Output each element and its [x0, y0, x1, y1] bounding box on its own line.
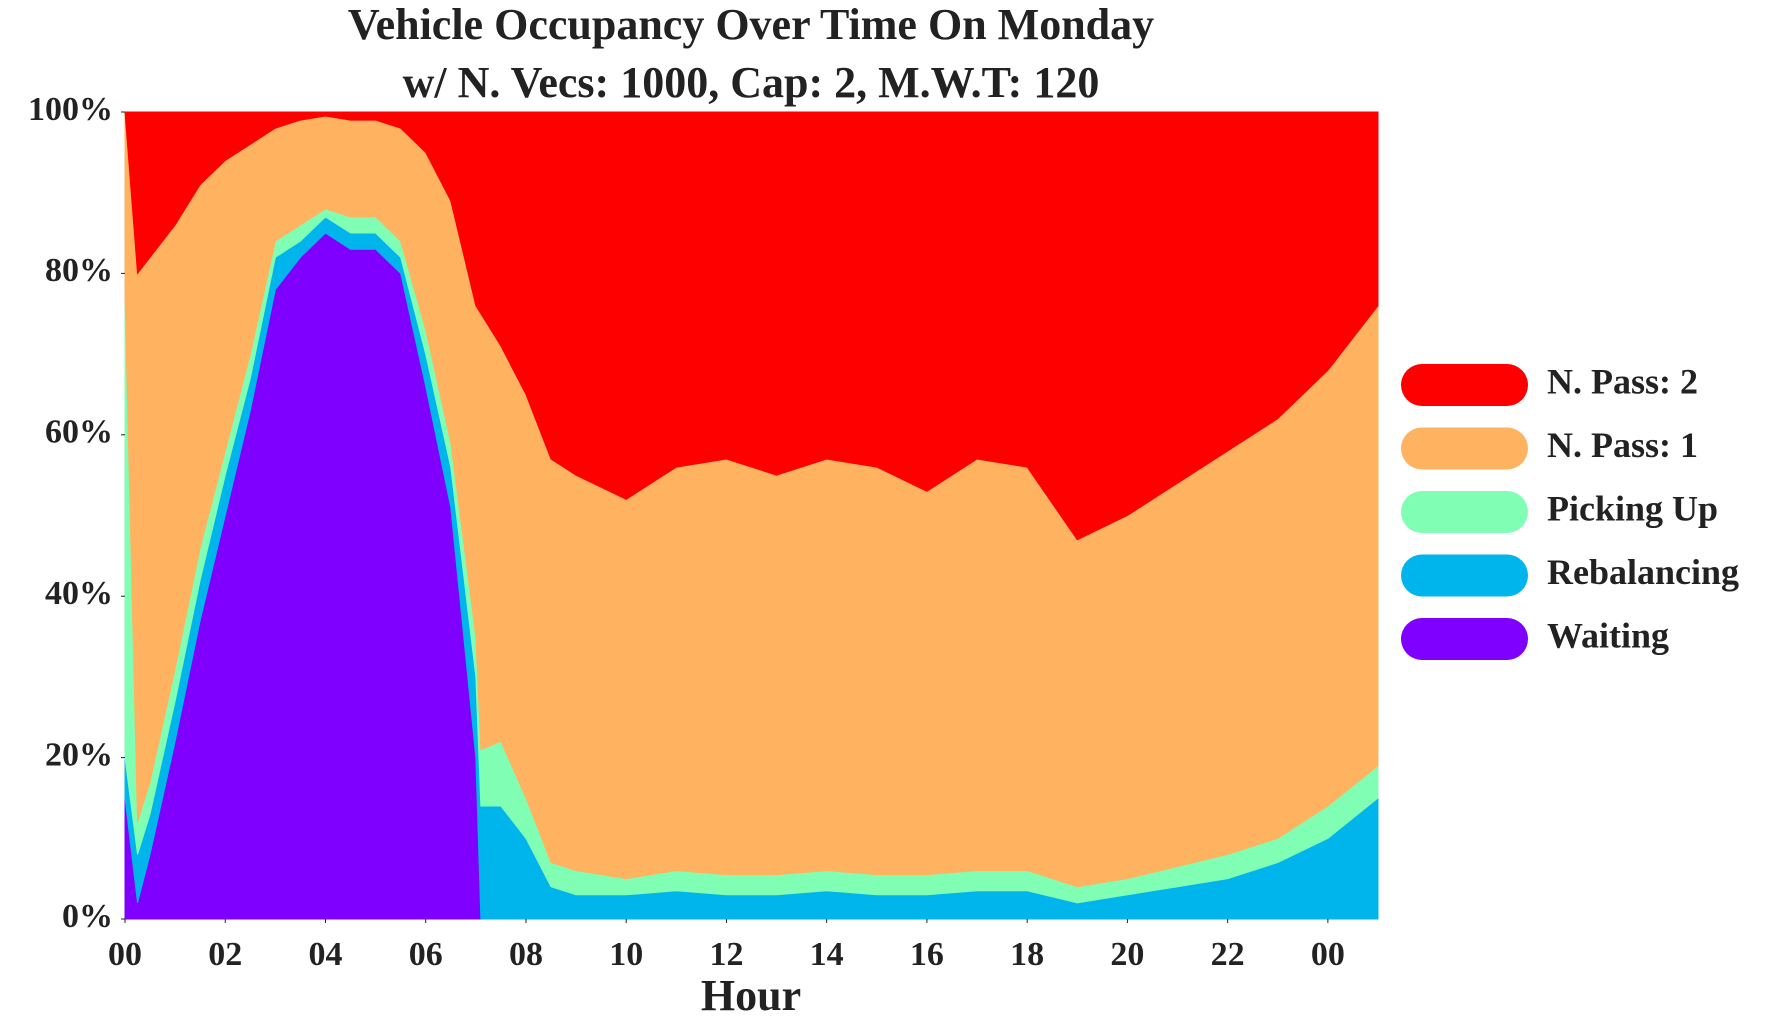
- y-tick-label: 40%: [45, 575, 113, 612]
- legend-label: N. Pass: 2: [1547, 361, 1698, 401]
- legend-swatch: [1401, 427, 1528, 470]
- x-tick-label: 04: [308, 936, 342, 973]
- x-tick-label: 16: [910, 936, 944, 973]
- y-tick-label: 80%: [45, 252, 113, 289]
- x-tick-label: 06: [409, 936, 443, 973]
- x-tick-label: 18: [1010, 936, 1044, 973]
- chart-title: Vehicle Occupancy Over Time On Monday: [348, 0, 1154, 49]
- area: [124, 111, 1379, 541]
- legend-swatch: [1401, 364, 1528, 406]
- x-tick-label: 00: [108, 936, 142, 973]
- chart-subtitle: w/ N. Vecs: 1000, Cap: 2, M.W.T: 120: [403, 58, 1100, 107]
- legend-label: Picking Up: [1547, 488, 1718, 528]
- x-tick-label: 12: [709, 936, 743, 973]
- y-tick-label: 60%: [45, 414, 113, 451]
- x-tick-label: 00: [1311, 936, 1345, 973]
- x-tick-label: 02: [208, 936, 242, 973]
- plot-area: [124, 111, 1379, 920]
- legend-label: Rebalancing: [1547, 552, 1739, 592]
- x-tick-label: 08: [509, 936, 543, 973]
- x-tick-label: 20: [1110, 936, 1144, 973]
- y-tick-label: 0%: [62, 898, 113, 935]
- legend-swatch: [1401, 491, 1528, 533]
- axes: 0% 20% 40% 60% 80% 100% 00 02 04 06 08 10 12 14 16 18 20…: [28, 91, 1345, 973]
- x-tick-label: 22: [1211, 936, 1245, 973]
- legend-label: Waiting: [1547, 615, 1669, 655]
- legend: N. Pass: 2 N. Pass: 1 Picking Up Rebalancin…: [1401, 361, 1739, 660]
- y-tick-label: 100%: [28, 91, 113, 128]
- x-tick-label: 14: [810, 936, 844, 973]
- x-axis-label: Hour: [701, 971, 801, 1020]
- legend-swatch: [1401, 554, 1528, 597]
- legend-swatch: [1401, 618, 1528, 660]
- y-tick-label: 20%: [45, 736, 113, 773]
- x-tick-label: 10: [609, 936, 643, 973]
- legend-label: N. Pass: 1: [1547, 425, 1698, 465]
